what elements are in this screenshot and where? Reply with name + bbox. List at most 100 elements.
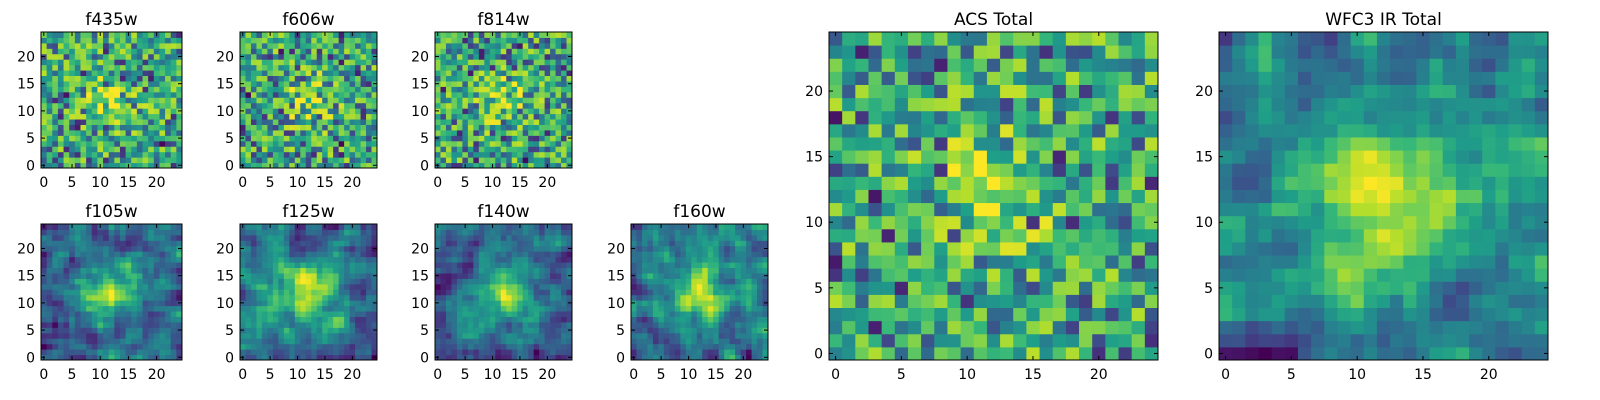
heatmap-cell: [440, 151, 447, 158]
heatmap-cell: [240, 119, 246, 125]
heatmap-cell: [555, 321, 562, 328]
heatmap-cell: [125, 86, 132, 93]
heatmap-cell: [278, 157, 285, 164]
heatmap-cell: [136, 42, 144, 49]
heatmap-cell: [91, 278, 98, 285]
heatmap-cell: [478, 86, 485, 93]
heatmap-cell: [97, 283, 104, 290]
heatmap-cell: [278, 311, 285, 317]
heatmap-cell: [338, 80, 345, 87]
heatmap-cell: [63, 135, 70, 142]
heatmap-cell: [947, 255, 962, 269]
heatmap-cell: [631, 294, 637, 301]
heatmap-cell: [489, 300, 496, 307]
heatmap-cell: [289, 343, 296, 350]
heatmap-cell: [544, 332, 551, 339]
heatmap-cell: [489, 80, 496, 87]
y-tick-label: 0: [225, 158, 234, 174]
heatmap-cell: [707, 327, 714, 334]
heatmap-cell: [46, 70, 53, 77]
heatmap-cell: [57, 311, 65, 317]
heatmap-cell: [86, 37, 93, 44]
heatmap-cell: [544, 70, 551, 77]
heatmap-cell: [696, 245, 703, 252]
heatmap-cell: [250, 229, 257, 236]
heatmap-cell: [522, 256, 529, 263]
heatmap-cell: [256, 113, 263, 120]
heatmap-cell: [165, 42, 172, 49]
heatmap-cell: [652, 245, 659, 252]
heatmap-cell: [148, 102, 155, 109]
heatmap-cell: [735, 278, 742, 285]
heatmap-cell: [462, 97, 469, 104]
heatmap-cell: [539, 349, 546, 356]
heatmap-cell: [473, 97, 480, 104]
heatmap-cell: [506, 229, 513, 236]
heatmap-cell: [355, 294, 362, 301]
heatmap-cell: [108, 97, 115, 104]
heatmap-cell: [245, 37, 252, 44]
heatmap-cell: [473, 113, 480, 120]
heatmap-cell: [631, 289, 637, 296]
heatmap-cell: [713, 234, 720, 241]
heatmap-cell: [456, 305, 463, 312]
heatmap-cell: [550, 64, 557, 71]
heatmap-cell: [136, 75, 144, 82]
heatmap-cell: [142, 129, 149, 136]
heatmap-cell: [881, 307, 896, 322]
heatmap-cell: [456, 338, 463, 345]
heatmap-cell: [289, 119, 296, 125]
heatmap-cell: [894, 333, 909, 348]
heatmap-cell: [63, 129, 70, 136]
heatmap-cell: [478, 64, 485, 71]
heatmap-cell: [153, 64, 160, 71]
heatmap-cell: [544, 272, 551, 279]
heatmap-cell: [473, 86, 480, 93]
heatmap-cell: [500, 316, 507, 323]
heatmap-cell: [63, 53, 70, 60]
heatmap-cell: [544, 102, 551, 109]
heatmap-cell: [114, 272, 121, 279]
heatmap-cell: [322, 289, 329, 296]
heatmap-cell: [746, 289, 753, 296]
heatmap-cell: [349, 262, 356, 269]
heatmap-cell: [250, 224, 257, 230]
heatmap-cell: [69, 113, 76, 120]
heatmap-cell: [691, 321, 698, 328]
heatmap-cell: [283, 316, 290, 323]
heatmap-cell: [360, 124, 367, 131]
heatmap-cell: [691, 327, 698, 334]
heatmap-cell: [440, 278, 447, 285]
heatmap-cell: [511, 135, 518, 142]
heatmap-cell: [1118, 346, 1133, 361]
heatmap-cell: [333, 32, 340, 38]
heatmap-cell: [108, 327, 115, 334]
heatmap-cell: [80, 97, 87, 104]
heatmap-cell: [97, 80, 104, 87]
heatmap-cell: [360, 42, 367, 49]
heatmap-cell: [103, 70, 110, 77]
heatmap-cell: [669, 354, 676, 361]
heatmap-cell: [1144, 294, 1159, 309]
heatmap-cell: [566, 75, 573, 82]
heatmap-cell: [278, 283, 285, 290]
heatmap-cell: [555, 32, 562, 38]
heatmap-cell: [131, 338, 138, 345]
heatmap-cell: [300, 59, 307, 66]
heatmap-cell: [484, 108, 491, 115]
heatmap-cell: [696, 229, 703, 236]
heatmap-cell: [561, 321, 568, 328]
heatmap-cell: [500, 119, 507, 125]
heatmap-cell: [69, 119, 76, 125]
heatmap-cell: [52, 224, 59, 230]
heatmap-cell: [344, 311, 351, 317]
heatmap-cell: [80, 327, 87, 334]
heatmap-cell: [103, 349, 110, 356]
heatmap-cell: [289, 80, 296, 87]
heatmap-cell: [680, 311, 687, 317]
heatmap-cell: [1118, 281, 1133, 295]
heatmap-cell: [907, 228, 922, 243]
heatmap-cell: [440, 146, 447, 153]
heatmap-cell: [272, 48, 279, 55]
